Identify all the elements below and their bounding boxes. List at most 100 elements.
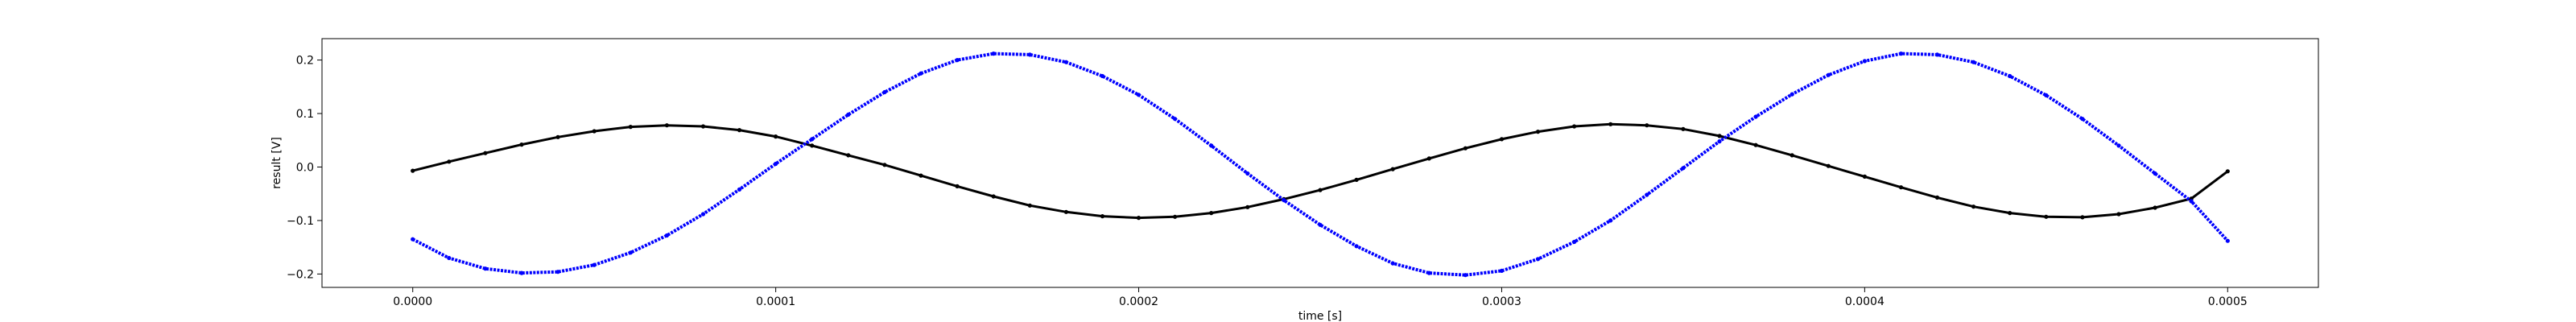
data-point — [919, 173, 923, 178]
data-point — [991, 194, 996, 199]
data-point — [592, 129, 597, 134]
data-point — [1681, 126, 1686, 131]
data-point — [1790, 153, 1794, 158]
data-point — [411, 168, 415, 173]
x-tick-label: 0.0005 — [2208, 295, 2248, 308]
data-point — [846, 112, 851, 117]
data-point — [1971, 204, 1976, 209]
data-point — [1100, 73, 1105, 79]
x-tick-label: 0.0002 — [1119, 295, 1158, 308]
data-point — [1063, 60, 1068, 64]
data-point — [2153, 171, 2157, 176]
data-point — [1354, 177, 1359, 182]
data-point — [1717, 139, 1722, 144]
data-point — [1826, 163, 1831, 168]
data-point — [1535, 130, 1541, 134]
data-point — [2008, 73, 2013, 79]
data-point — [1645, 192, 1649, 197]
data-point — [1318, 188, 1323, 192]
data-point — [1717, 134, 1722, 138]
series-2 — [411, 52, 2230, 278]
x-tick-label: 0.0004 — [1845, 295, 1885, 308]
data-point — [1173, 117, 1178, 122]
data-point — [1753, 142, 1758, 147]
data-point — [810, 137, 815, 142]
data-point — [1934, 195, 1940, 200]
data-point — [447, 159, 452, 164]
data-point — [1136, 93, 1141, 97]
data-point — [1608, 122, 1613, 126]
data-point — [1862, 174, 1867, 179]
x-tick-label: 0.0003 — [1482, 295, 1521, 308]
x-tick-label: 0.0001 — [756, 295, 795, 308]
data-point — [555, 270, 560, 275]
data-point — [1390, 167, 1395, 171]
data-point — [1426, 156, 1431, 161]
data-point — [1209, 211, 1214, 216]
data-point — [2189, 199, 2194, 204]
data-point — [1898, 185, 1904, 190]
y-tick-label: −0.1 — [287, 215, 314, 228]
data-point — [700, 212, 706, 217]
data-point — [483, 266, 488, 271]
data-point — [519, 270, 524, 275]
data-point — [1681, 166, 1686, 171]
series-1 — [411, 122, 2230, 221]
data-point — [1318, 222, 1323, 227]
data-point — [846, 153, 851, 158]
data-point — [1027, 52, 1032, 57]
data-point — [2080, 215, 2085, 220]
y-tick-label: 0.1 — [296, 108, 314, 121]
data-point — [1645, 123, 1649, 128]
data-point — [1136, 216, 1141, 221]
y-tick-label: 0.0 — [296, 161, 314, 174]
data-point — [955, 58, 960, 63]
data-point — [2116, 212, 2121, 217]
data-point — [737, 128, 742, 133]
data-point — [1463, 273, 1468, 278]
data-point — [664, 233, 670, 238]
data-point — [1790, 92, 1794, 97]
data-point — [882, 89, 887, 95]
data-point — [2116, 143, 2121, 148]
data-point — [1426, 270, 1431, 275]
data-point — [2008, 211, 2013, 216]
data-point — [955, 184, 960, 188]
data-point — [1282, 198, 1286, 203]
data-point — [1173, 214, 1178, 219]
data-point — [519, 142, 524, 147]
axes-layer: 0.0000 0.0001 0.0002 0.0003 0.0004 0.0005 −0.2… — [287, 55, 2248, 308]
data-point — [810, 143, 815, 148]
data-point — [1063, 209, 1068, 214]
data-point — [1209, 143, 1214, 148]
series-trace — [411, 52, 2229, 277]
data-point — [411, 237, 415, 242]
data-point — [1572, 239, 1577, 245]
data-point — [1862, 59, 1867, 64]
data-point — [1934, 52, 1940, 57]
data-point — [483, 151, 488, 155]
data-point — [2225, 238, 2230, 243]
data-point — [2225, 169, 2230, 174]
data-point — [2044, 214, 2049, 219]
y-tick-label: 0.2 — [296, 55, 314, 68]
data-point — [555, 134, 560, 139]
data-point — [1245, 204, 1250, 209]
data-point — [919, 71, 923, 76]
data-point — [1463, 146, 1468, 151]
data-point — [1535, 257, 1541, 262]
data-point — [1898, 52, 1904, 56]
data-point — [592, 262, 597, 267]
data-point — [1753, 114, 1758, 119]
data-point — [1354, 244, 1359, 249]
data-point — [664, 123, 670, 128]
data-point — [1608, 218, 1613, 223]
data-point — [1971, 60, 1976, 64]
data-point — [447, 255, 452, 261]
data-point — [2153, 205, 2157, 210]
data-point — [1572, 124, 1577, 129]
data-point — [2080, 117, 2085, 122]
